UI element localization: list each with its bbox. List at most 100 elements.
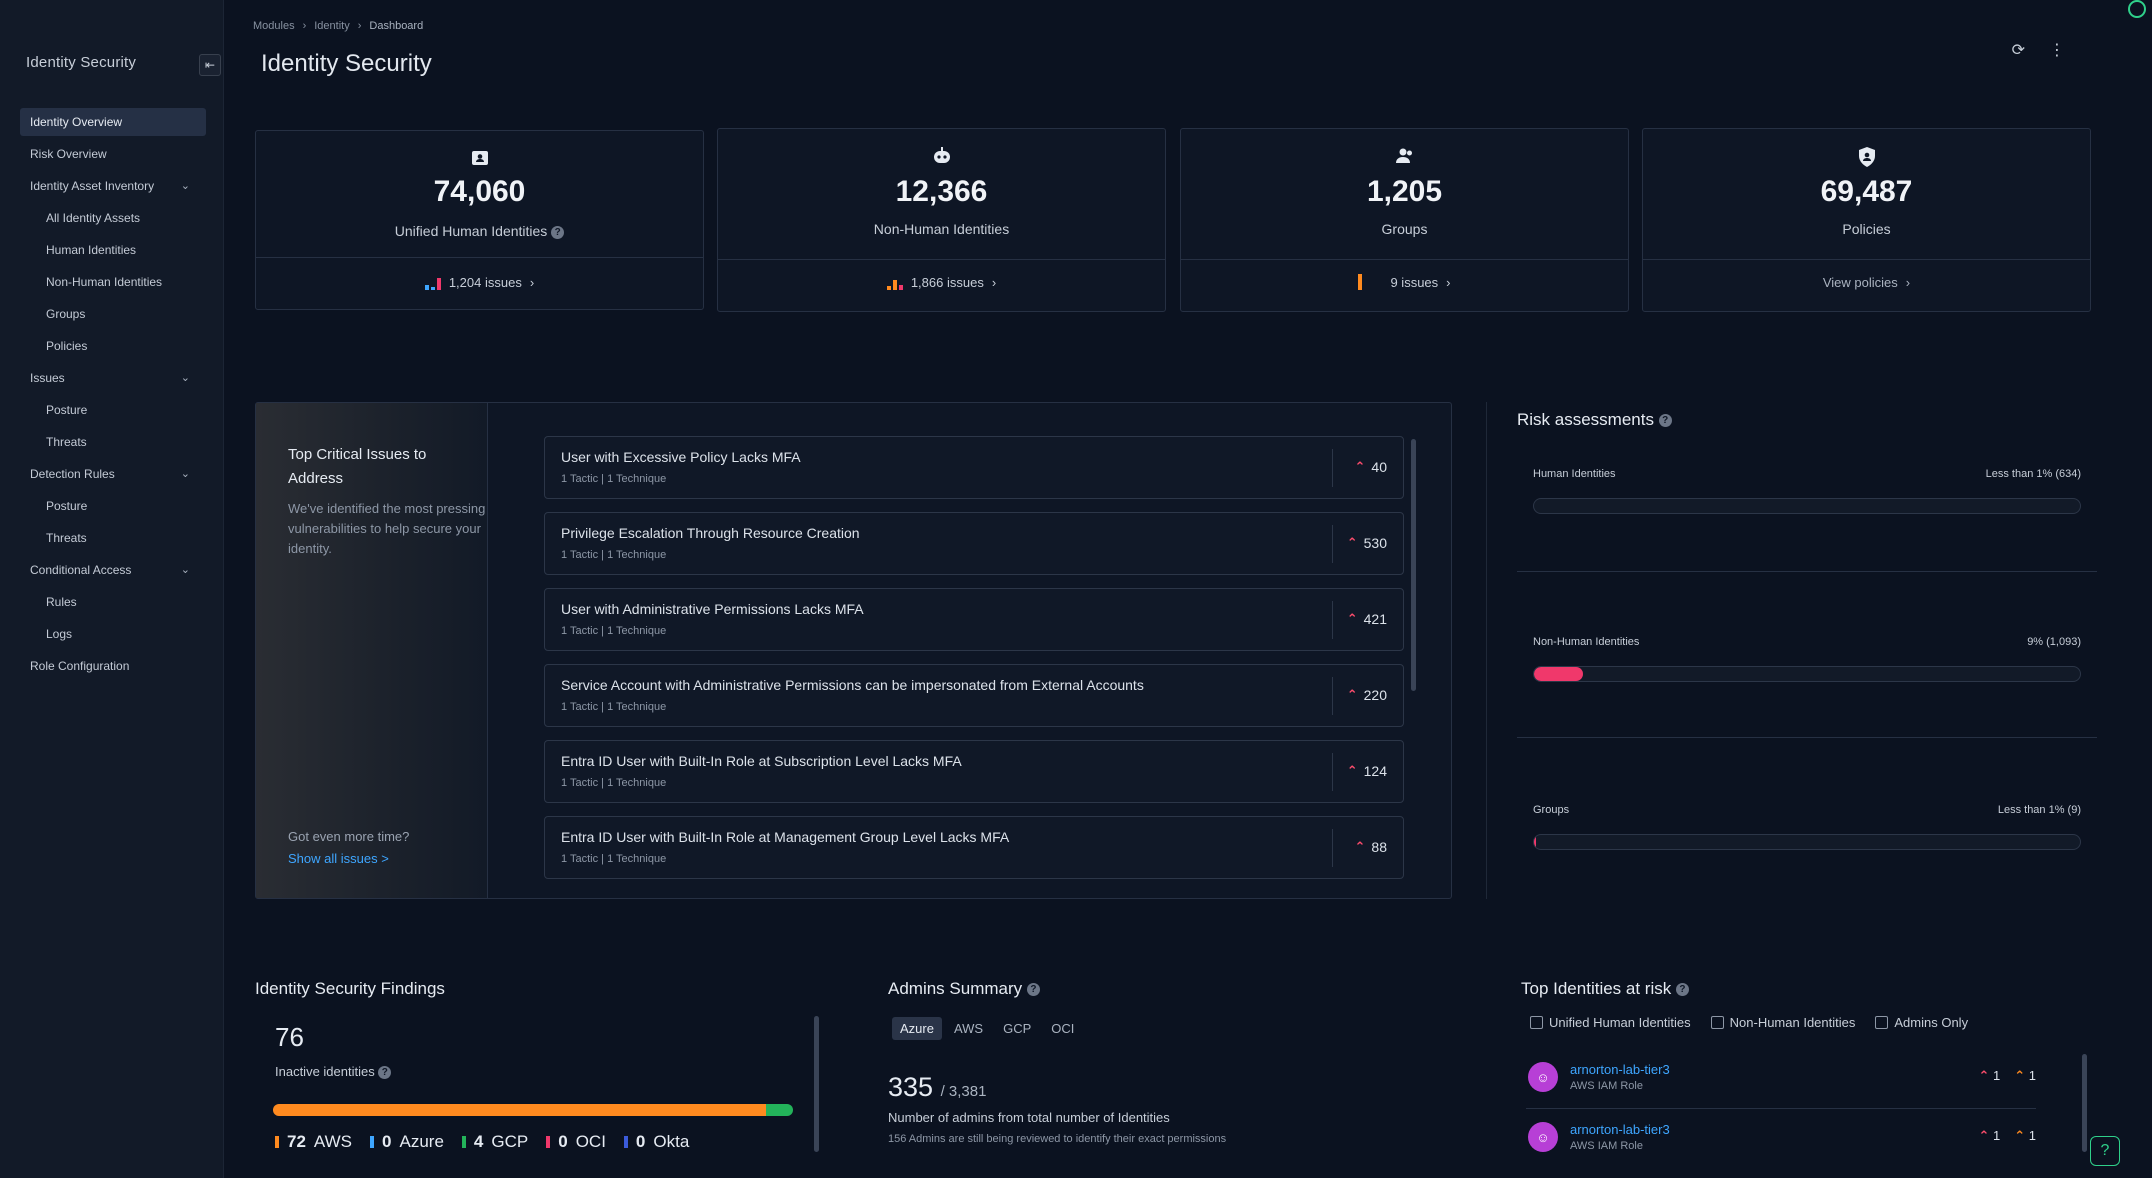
stat-value: 69,487 bbox=[1820, 175, 1913, 208]
issue-row[interactable]: Entra ID User with Built-In Role at Subs… bbox=[544, 740, 1404, 803]
sidebar-item-logs[interactable]: Logs bbox=[46, 627, 73, 641]
critical-count-value: 1 bbox=[1993, 1068, 2001, 1083]
critical-count: ⌃ 1 bbox=[1978, 1068, 2000, 1084]
risk-row-pct: Less than 1% (634) bbox=[1985, 468, 2081, 480]
issue-row[interactable]: User with Excessive Policy Lacks MFA 1 T… bbox=[544, 436, 1404, 499]
critical-severity-icon: ⌃ bbox=[1346, 687, 1358, 702]
identity-name[interactable]: arnorton-lab-tier3 bbox=[1570, 1062, 1670, 1077]
chevron-down-icon: ⌄ bbox=[180, 564, 190, 576]
identity-name[interactable]: arnorton-lab-tier3 bbox=[1570, 1122, 1670, 1137]
help-icon[interactable]: ? bbox=[1658, 414, 1672, 428]
help-icon[interactable]: ? bbox=[551, 225, 565, 239]
legend-value: 0 bbox=[558, 1132, 568, 1151]
sidebar-item-detection-posture[interactable]: Posture bbox=[46, 499, 88, 513]
findings-title: Identity Security Findings bbox=[255, 979, 445, 998]
stat-issues-link[interactable]: 9 issues › bbox=[1181, 273, 1628, 290]
findings-bar bbox=[273, 1104, 793, 1116]
tab-gcp[interactable]: GCP bbox=[1003, 1021, 1032, 1036]
stat-card-groups: 1,205 Groups 9 issues › bbox=[1180, 128, 1629, 312]
findings-scrollbar[interactable] bbox=[814, 1016, 819, 1152]
issue-meta: 1 Tactic | 1 Technique bbox=[561, 549, 667, 561]
robot-icon: ☺ bbox=[1536, 1069, 1550, 1085]
sidebar-item-detection-threats[interactable]: Threats bbox=[46, 531, 87, 545]
legend-value: 72 bbox=[287, 1132, 306, 1151]
legend-swatch bbox=[623, 1136, 628, 1148]
sidebar-item-detection-rules[interactable]: Detection Rules ⌄ bbox=[20, 460, 206, 488]
filter-unified-human[interactable]: Unified Human Identities bbox=[1530, 1015, 1691, 1030]
issues-scrollbar[interactable] bbox=[1411, 439, 1416, 691]
issue-meta: 1 Tactic | 1 Technique bbox=[561, 701, 667, 713]
tab-azure[interactable]: Azure bbox=[892, 1017, 942, 1040]
checkbox[interactable] bbox=[1875, 1016, 1889, 1029]
checkbox[interactable] bbox=[1530, 1016, 1543, 1029]
show-all-issues-link[interactable]: Show all issues > bbox=[288, 851, 389, 866]
issue-title: Entra ID User with Built-In Role at Subs… bbox=[561, 753, 962, 769]
stat-value: 74,060 bbox=[433, 175, 526, 208]
tab-oci[interactable]: OCI bbox=[1051, 1021, 1075, 1036]
legend-gcp: 4 GCP bbox=[461, 1132, 528, 1152]
issue-row[interactable]: Service Account with Administrative Perm… bbox=[544, 664, 1404, 727]
sidebar-item-issues-threats[interactable]: Threats bbox=[46, 435, 87, 449]
divider bbox=[1332, 449, 1333, 487]
divider bbox=[1181, 259, 1628, 260]
legend-name: OCI bbox=[575, 1132, 606, 1151]
filter-label: Unified Human Identities bbox=[1549, 1015, 1691, 1030]
stat-value: 12,366 bbox=[895, 175, 988, 208]
issue-row[interactable]: Entra ID User with Built-In Role at Mana… bbox=[544, 816, 1404, 879]
sidebar-item-policies[interactable]: Policies bbox=[46, 339, 88, 353]
refresh-icon[interactable]: ⟳ bbox=[2011, 42, 2025, 59]
legend-name: AWS bbox=[313, 1132, 353, 1151]
sidebar-item-identity-asset-inventory[interactable]: Identity Asset Inventory ⌄ bbox=[20, 172, 206, 200]
critical-count-value: 1 bbox=[1993, 1128, 2001, 1143]
stat-issues-link[interactable]: 1,866 issues › bbox=[718, 275, 1165, 290]
identity-row[interactable]: ☺ arnorton-lab-tier3 AWS IAM Role ⌃ 1 ⌃ … bbox=[1526, 1112, 2066, 1152]
chevron-right-icon: › bbox=[529, 275, 535, 290]
stat-issues-link[interactable]: 1,204 issues › bbox=[256, 275, 703, 290]
identity-row[interactable]: ☺ arnorton-lab-tier3 AWS IAM Role ⌃ 1 ⌃ … bbox=[1526, 1052, 2066, 1108]
risk-row-human: Human Identities Less than 1% (634) bbox=[1517, 402, 2097, 572]
stat-label: Policies bbox=[1842, 221, 1891, 237]
sidebar-item-groups[interactable]: Groups bbox=[46, 307, 86, 321]
sidebar-item-rules[interactable]: Rules bbox=[46, 595, 77, 609]
checkbox[interactable] bbox=[1710, 1016, 1724, 1029]
sidebar-item-issues-posture[interactable]: Posture bbox=[46, 403, 88, 417]
critical-severity-icon: ⌃ bbox=[1346, 611, 1358, 626]
sidebar-item-all-identity-assets[interactable]: All Identity Assets bbox=[46, 211, 141, 225]
chevron-right-icon: › bbox=[1905, 275, 1911, 290]
breadcrumb-modules[interactable]: Modules bbox=[253, 20, 295, 32]
more-vertical-icon[interactable]: ⋮ bbox=[2049, 42, 2065, 59]
issue-row[interactable]: User with Administrative Permissions Lac… bbox=[544, 588, 1404, 651]
issue-count-value: 88 bbox=[1371, 839, 1387, 855]
sidebar-item-risk-overview[interactable]: Risk Overview bbox=[30, 147, 107, 161]
critical-title: Top Critical Issues to Address bbox=[288, 446, 427, 487]
stat-value: 1,205 bbox=[1366, 175, 1443, 208]
divider bbox=[1332, 829, 1333, 867]
help-icon[interactable]: ? bbox=[1026, 983, 1040, 997]
sidebar-item-conditional-access[interactable]: Conditional Access ⌄ bbox=[20, 556, 206, 584]
help-icon[interactable]: ? bbox=[378, 1066, 392, 1080]
issue-row[interactable]: Privilege Escalation Through Resource Cr… bbox=[544, 512, 1404, 575]
chevron-right-icon: › bbox=[302, 20, 307, 32]
filter-admins-only[interactable]: Admins Only bbox=[1875, 1015, 1968, 1030]
identity-type: AWS IAM Role bbox=[1570, 1140, 1643, 1152]
legend-swatch bbox=[461, 1136, 466, 1148]
help-button[interactable]: ? bbox=[2090, 1136, 2120, 1166]
tab-aws[interactable]: AWS bbox=[953, 1021, 984, 1036]
sidebar-item-issues[interactable]: Issues ⌄ bbox=[20, 364, 206, 392]
sidebar-item-label: Detection Rules bbox=[30, 467, 115, 481]
divider bbox=[1517, 737, 2097, 738]
stat-label: Groups bbox=[1381, 221, 1428, 237]
collapse-sidebar-button[interactable]: ⇤ bbox=[199, 54, 221, 76]
risk-track bbox=[1533, 666, 2081, 682]
sidebar-item-identity-overview[interactable]: Identity Overview bbox=[20, 108, 206, 136]
sidebar-item-non-human-identities[interactable]: Non-Human Identities bbox=[46, 275, 163, 289]
collapse-icon: ⇤ bbox=[204, 58, 216, 72]
sidebar-item-role-configuration[interactable]: Role Configuration bbox=[30, 659, 130, 673]
identities-scrollbar[interactable] bbox=[2082, 1054, 2087, 1152]
filter-non-human[interactable]: Non-Human Identities bbox=[1710, 1015, 1855, 1030]
help-icon[interactable]: ? bbox=[1675, 983, 1689, 997]
sidebar-item-human-identities[interactable]: Human Identities bbox=[46, 243, 137, 257]
breadcrumb-identity[interactable]: Identity bbox=[314, 20, 350, 32]
legend-oci: 0 OCI bbox=[546, 1132, 606, 1152]
view-policies-link[interactable]: View policies › bbox=[1643, 275, 2090, 290]
